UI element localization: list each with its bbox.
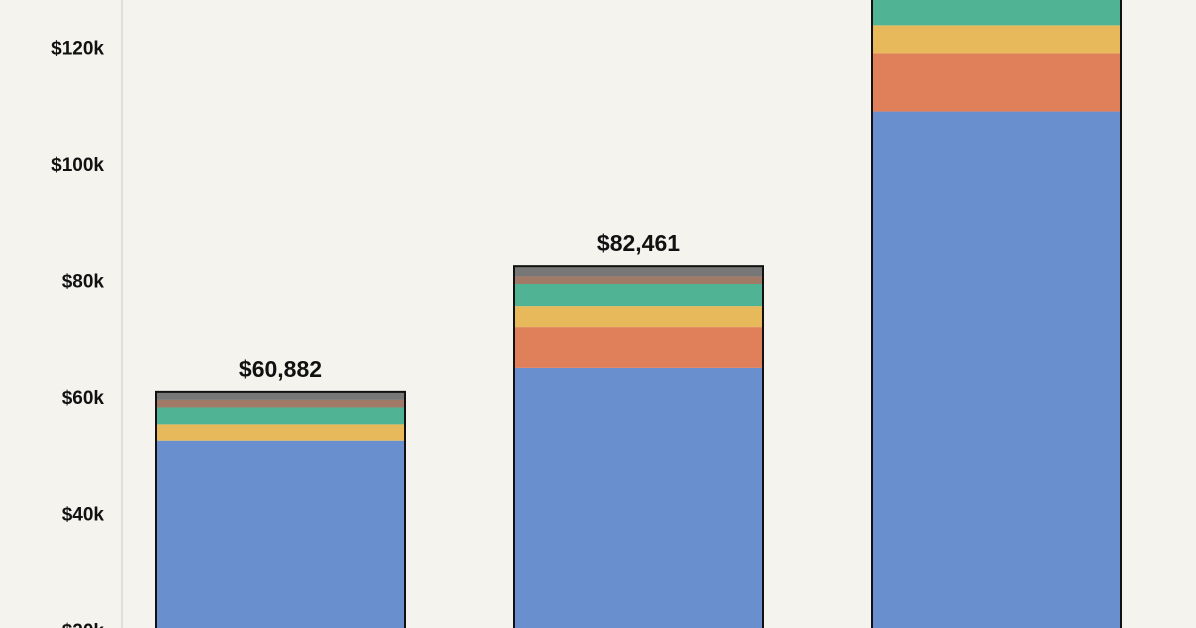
y-tick-label: $20k [62, 621, 105, 628]
bar-total-label: $60,882 [239, 356, 322, 382]
bar-segment [514, 276, 763, 284]
y-tick-label: $120k [51, 39, 104, 60]
bar-segment [514, 283, 763, 307]
bar-outline [155, 390, 406, 628]
bar-segment [872, 111, 1121, 628]
bar-segment [514, 327, 763, 368]
bar-stack-1 [155, 390, 406, 628]
bar-segment [872, 25, 1121, 54]
bar-segment [156, 399, 405, 408]
bar-segment [156, 424, 405, 441]
y-tick-label: $40k [62, 505, 105, 526]
y-axis: $20k $40k $60k $80k $100k $120k [51, 0, 123, 628]
bar-stack-2 [513, 265, 764, 628]
bar-segment [514, 306, 763, 328]
y-tick-label: $100k [51, 155, 104, 176]
bar-segment [872, 0, 1121, 26]
bar-total-label: $82,461 [597, 230, 680, 256]
bar-segment [156, 440, 405, 628]
bar-stack-3 [871, 0, 1122, 628]
bar-segment [514, 266, 763, 277]
bar-segment [156, 407, 405, 425]
bar-segment [156, 391, 405, 400]
total-labels: $60,882 $82,461 [239, 230, 680, 382]
y-tick-label: $80k [62, 272, 105, 293]
bar-outline [871, 0, 1122, 628]
y-tick-label: $60k [62, 388, 105, 409]
bar-outline [513, 265, 764, 628]
bar-segment [514, 367, 763, 628]
bars [155, 0, 1122, 628]
bar-segment [872, 53, 1121, 112]
